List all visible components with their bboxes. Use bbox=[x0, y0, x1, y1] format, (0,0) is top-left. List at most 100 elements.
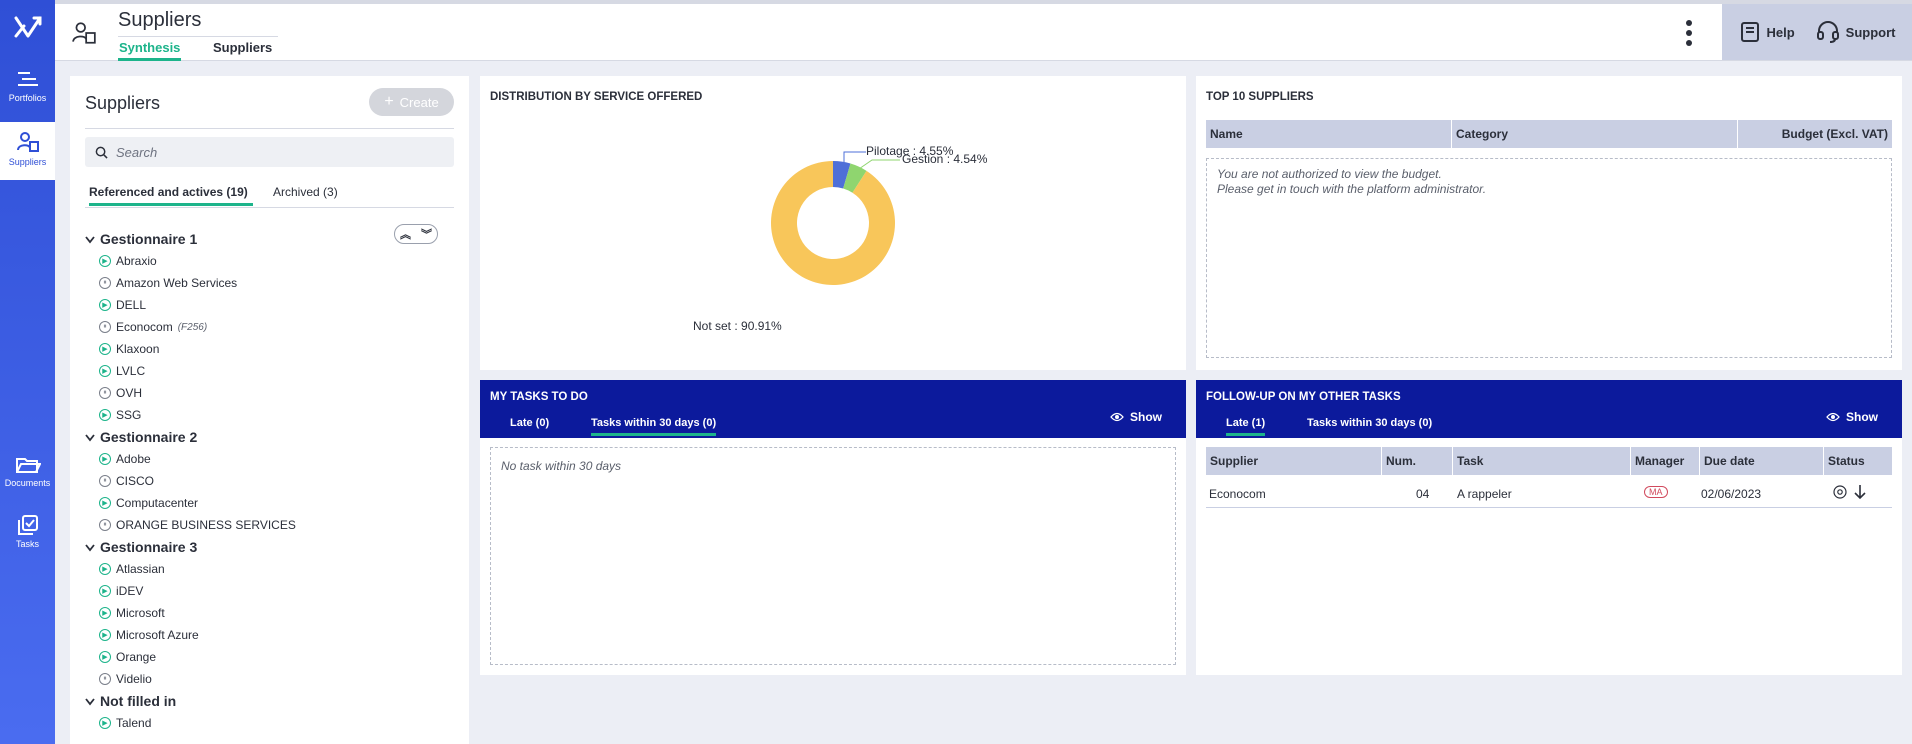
supplier-item[interactable]: ▶ Microsoft bbox=[85, 602, 385, 624]
column-header-due-date[interactable]: Due date bbox=[1700, 447, 1824, 475]
tab-suppliers[interactable]: Suppliers bbox=[213, 40, 273, 55]
card-header-band: MY TASKS TO DO Late (0) Tasks within 30 … bbox=[480, 380, 1186, 438]
column-header-task[interactable]: Task bbox=[1453, 447, 1631, 475]
supplier-item[interactable]: ⏸ CISCO bbox=[85, 470, 385, 492]
pause-status-icon: ⏸ bbox=[99, 475, 111, 487]
supplier-name: Adobe bbox=[116, 452, 151, 466]
supplier-item[interactable]: ▶ Klaxoon bbox=[85, 338, 385, 360]
portfolios-icon bbox=[17, 72, 38, 86]
supplier-item[interactable]: ⏸ Econocom (F256) bbox=[85, 316, 385, 338]
tab-late[interactable]: Late (0) bbox=[510, 417, 550, 429]
slice-label-not-set: Not set : 90.91% bbox=[693, 319, 782, 333]
suppliers-icon bbox=[16, 132, 39, 152]
chevron-down-icon bbox=[85, 429, 95, 445]
donut-slice-not-set[interactable] bbox=[770, 161, 895, 285]
cell-num: 04 bbox=[1416, 487, 1430, 501]
arrow-down-icon[interactable] bbox=[1852, 483, 1868, 504]
more-menu-icon[interactable] bbox=[1686, 20, 1692, 46]
chevron-down-icon bbox=[85, 693, 95, 709]
collapse-all-icon[interactable]: ︽ bbox=[400, 229, 411, 241]
folder-icon bbox=[15, 458, 41, 473]
expand-all-icon[interactable]: ︾ bbox=[421, 229, 432, 241]
supplier-tree: Gestionnaire 1 ▶ Abraxio ⏸ Amazon Web Servic… bbox=[85, 228, 385, 734]
cell-due-date: 02/06/2023 bbox=[1701, 487, 1762, 501]
column-header-supplier[interactable]: Supplier bbox=[1206, 447, 1382, 475]
show-label: Show bbox=[1130, 410, 1162, 424]
donut-slice-gestion[interactable] bbox=[843, 163, 867, 193]
page-header: Suppliers Synthesis Suppliers Help Suppo… bbox=[55, 0, 1912, 61]
tree-group[interactable]: Gestionnaire 3 bbox=[85, 536, 385, 558]
rail-label: Portfolios bbox=[8, 93, 47, 103]
divider bbox=[118, 36, 278, 37]
show-button[interactable]: Show bbox=[1110, 410, 1162, 424]
show-button[interactable]: Show bbox=[1826, 410, 1878, 424]
column-header-status[interactable]: Status bbox=[1828, 454, 1865, 468]
supplier-item[interactable]: ▶ iDEV bbox=[85, 580, 385, 602]
app-logo[interactable] bbox=[0, 0, 55, 56]
play-status-icon: ▶ bbox=[99, 563, 111, 575]
create-label: Create bbox=[399, 94, 439, 110]
supplier-item[interactable]: ▶ Microsoft Azure bbox=[85, 624, 385, 646]
supplier-item[interactable]: ▶ Computacenter bbox=[85, 492, 385, 514]
supplier-item[interactable]: ▶ SSG bbox=[85, 404, 385, 426]
play-status-icon: ▶ bbox=[99, 343, 111, 355]
table-row[interactable]: Econocom 04 A rappeler MA 02/06/2023 bbox=[1206, 478, 1892, 508]
pause-status-icon: ⏸ bbox=[99, 519, 111, 531]
supplier-item[interactable]: ▶ Orange bbox=[85, 646, 385, 668]
rail-item-suppliers[interactable]: Suppliers bbox=[0, 122, 55, 180]
tree-group[interactable]: Gestionnaire 1 bbox=[85, 228, 385, 250]
supplier-item[interactable]: ⏸ Amazon Web Services bbox=[85, 272, 385, 294]
tab-within-30-days[interactable]: Tasks within 30 days (0) bbox=[591, 417, 717, 436]
support-button[interactable]: Support bbox=[1816, 21, 1896, 43]
leader-line bbox=[792, 251, 809, 267]
tree-group[interactable]: Not filled in bbox=[85, 690, 385, 712]
column-header-name[interactable]: Name bbox=[1206, 120, 1452, 148]
top10-card: TOP 10 SUPPLIERS Name Category Budget (E… bbox=[1196, 76, 1902, 370]
pause-status-icon: ⏸ bbox=[99, 277, 111, 289]
supplier-item[interactable]: ▶ Atlassian bbox=[85, 558, 385, 580]
card-header-band: FOLLOW-UP ON MY OTHER TASKS Late (1) Tas… bbox=[1196, 380, 1902, 438]
supplier-name: LVLC bbox=[116, 364, 146, 378]
supplier-item[interactable]: ▶ Adobe bbox=[85, 448, 385, 470]
rail-item-portfolios[interactable]: Portfolios bbox=[0, 70, 55, 110]
play-status-icon: ▶ bbox=[99, 255, 111, 267]
tab-late[interactable]: Late (1) bbox=[1226, 417, 1266, 436]
column-header-num[interactable]: Num. bbox=[1382, 447, 1453, 475]
cell-supplier: Econocom bbox=[1209, 487, 1266, 501]
column-header-budget[interactable]: Budget (Excl. VAT) bbox=[1781, 127, 1888, 141]
pause-status-icon: ⏸ bbox=[99, 387, 111, 399]
column-header-manager[interactable]: Manager bbox=[1631, 447, 1700, 475]
rail-item-tasks[interactable]: Tasks bbox=[0, 514, 55, 554]
tab-synthesis[interactable]: Synthesis bbox=[118, 40, 182, 61]
supplier-name: Econocom bbox=[116, 320, 173, 334]
supplier-item[interactable]: ▶ Abraxio bbox=[85, 250, 385, 272]
suppliers-panel: Suppliers + Create Referenced and active… bbox=[70, 76, 469, 744]
supplier-item[interactable]: ▶ Talend bbox=[85, 712, 385, 734]
search-input[interactable] bbox=[116, 144, 416, 160]
supplier-item[interactable]: ⏸ ORANGE BUSINESS SERVICES bbox=[85, 514, 385, 536]
supplier-name: OVH bbox=[116, 386, 143, 400]
help-button[interactable]: Help bbox=[1739, 21, 1795, 43]
rail-item-documents[interactable]: Documents bbox=[0, 455, 55, 495]
tab-archived[interactable]: Archived (3) bbox=[273, 185, 338, 199]
play-status-icon: ▶ bbox=[99, 651, 111, 663]
supplier-item[interactable]: ▶ LVLC bbox=[85, 360, 385, 382]
tab-within-30-days[interactable]: Tasks within 30 days (0) bbox=[1307, 417, 1433, 429]
tab-referenced-actives[interactable]: Referenced and actives (19) bbox=[89, 185, 253, 206]
app-rail: Portfolios Suppliers Documents Tasks bbox=[0, 0, 55, 744]
expand-collapse-toggle[interactable]: ︽ ︾ bbox=[394, 224, 438, 244]
status-gear-icon[interactable] bbox=[1832, 484, 1848, 503]
create-button[interactable]: + Create bbox=[369, 88, 454, 116]
tree-group[interactable]: Gestionnaire 2 bbox=[85, 426, 385, 448]
supplier-item[interactable]: ⏸ OVH bbox=[85, 382, 385, 404]
supplier-item[interactable]: ⏸ Videlio bbox=[85, 668, 385, 690]
card-title: TOP 10 SUPPLIERS bbox=[1206, 91, 1314, 103]
leader-line bbox=[855, 159, 900, 172]
donut-slice-pilotage[interactable] bbox=[833, 161, 851, 189]
play-status-icon: ▶ bbox=[99, 365, 111, 377]
supplier-name: Talend bbox=[116, 716, 152, 730]
table-header: Name Category Budget (Excl. VAT) bbox=[1206, 120, 1892, 148]
supplier-item[interactable]: ▶ DELL bbox=[85, 294, 385, 316]
column-header-category[interactable]: Category bbox=[1452, 120, 1738, 148]
search-box bbox=[85, 137, 454, 167]
